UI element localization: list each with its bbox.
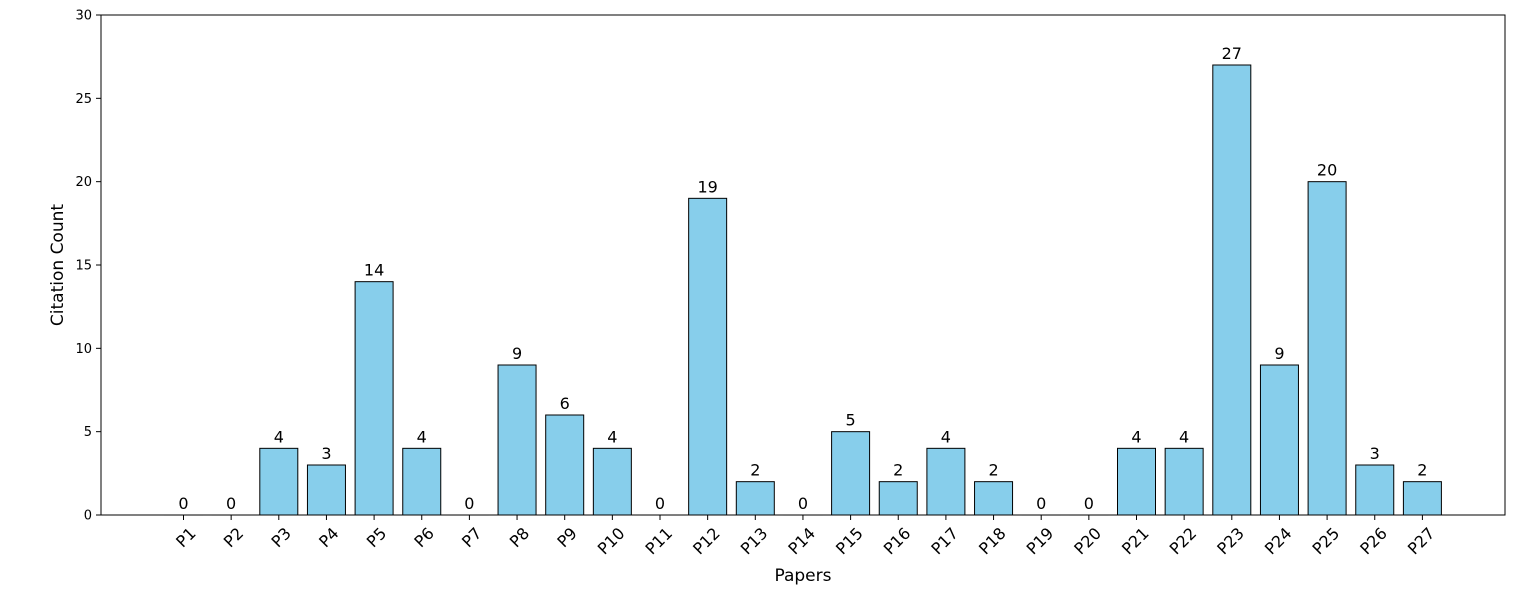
- bar-value-label: 19: [697, 177, 717, 196]
- y-tick-label: 0: [84, 509, 92, 524]
- bar-value-label: 4: [274, 427, 284, 446]
- bar-p3: [259, 447, 299, 516]
- y-tick-label: 20: [75, 175, 92, 190]
- x-tick-label: P15: [832, 524, 867, 559]
- bar-p23: [1212, 64, 1252, 516]
- x-tick-label: P5: [363, 524, 390, 551]
- x-tick-label: P21: [1118, 524, 1153, 559]
- bar-p9: [545, 414, 585, 516]
- bar-value-label: 0: [1036, 494, 1046, 513]
- bar-value-label: 14: [364, 261, 384, 280]
- bar-value-label: 0: [655, 494, 665, 513]
- y-tick-label: 5: [84, 425, 92, 440]
- bar-value-label: 0: [178, 494, 188, 513]
- x-tick-label: P7: [458, 524, 485, 551]
- bar-p4: [306, 464, 346, 516]
- x-tick-label: P20: [1070, 524, 1105, 559]
- bar-p10: [592, 447, 632, 516]
- x-tick-label: P17: [927, 524, 962, 559]
- bar-p22: [1164, 447, 1204, 516]
- plot-frame: [100, 14, 1506, 516]
- bars-group: [164, 64, 1442, 516]
- bar-value-label: 20: [1317, 161, 1337, 180]
- y-tick-label: 30: [75, 9, 92, 24]
- bar-value-label: 3: [1370, 444, 1380, 463]
- y-tick-label: 15: [75, 259, 92, 274]
- bar-p5: [354, 281, 394, 516]
- x-tick-label: P11: [641, 524, 676, 559]
- bar-value-label: 0: [464, 494, 474, 513]
- bar-value-label: 4: [607, 427, 617, 446]
- bar-p18: [974, 481, 1014, 516]
- bar-p27: [1402, 481, 1442, 516]
- bar-p8: [497, 364, 537, 516]
- y-tick-label: 10: [75, 342, 92, 357]
- bar-value-label: 0: [798, 494, 808, 513]
- x-tick-label: P10: [594, 524, 629, 559]
- bar-p15: [831, 431, 871, 516]
- bar-value-label: 4: [941, 427, 951, 446]
- bar-p25: [1307, 181, 1347, 516]
- x-tick-label: P24: [1261, 524, 1296, 559]
- bar-value-label: 4: [1131, 427, 1141, 446]
- bar-value-label: 27: [1222, 44, 1242, 63]
- x-tick-label: P23: [1213, 524, 1248, 559]
- bar-value-label: 0: [1084, 494, 1094, 513]
- bar-value-label: 4: [417, 427, 427, 446]
- x-tick-label: P9: [553, 524, 580, 551]
- bar-p24: [1259, 364, 1299, 516]
- bar-value-label: 6: [560, 394, 570, 413]
- x-tick-label: P14: [784, 524, 819, 559]
- bar-value-label: 2: [750, 461, 760, 480]
- bar-value-label: 2: [893, 461, 903, 480]
- bar-p17: [926, 447, 966, 516]
- y-tick-label: 25: [75, 92, 92, 107]
- bar-value-label: 2: [988, 461, 998, 480]
- bar-value-label: 3: [321, 444, 331, 463]
- x-tick-label: P1: [172, 524, 199, 551]
- x-tick-label: P26: [1356, 524, 1391, 559]
- x-tick-label: P13: [737, 524, 772, 559]
- x-tick-label: P27: [1404, 524, 1439, 559]
- x-tick-label: P25: [1309, 524, 1344, 559]
- y-axis-label: Citation Count: [48, 204, 68, 326]
- bar-p16: [878, 481, 918, 516]
- y-axis-ticks: 0 5 10 15 20 25 30: [75, 9, 101, 524]
- bar-value-label: 0: [226, 494, 236, 513]
- bar-p13: [735, 481, 775, 516]
- x-tick-label: P6: [410, 524, 437, 551]
- x-tick-label: P22: [1166, 524, 1201, 559]
- bar-value-label: 5: [846, 411, 856, 430]
- x-axis-label: Papers: [774, 566, 831, 586]
- x-tick-label: P3: [267, 524, 294, 551]
- bar-value-label: 4: [1179, 427, 1189, 446]
- x-tick-label: P12: [689, 524, 724, 559]
- x-tick-label: P16: [880, 524, 915, 559]
- x-tick-label: P2: [220, 524, 247, 551]
- x-axis-ticks: P1 P2 P3 P4 P5 P6 P7 P8 P9 P10 P11 P12 P13 P14 P15 P16 P…: [172, 515, 1439, 559]
- bar-value-label: 9: [1274, 344, 1284, 363]
- x-tick-label: P19: [1023, 524, 1058, 559]
- bar-value-label: 9: [512, 344, 522, 363]
- x-tick-label: P8: [506, 524, 533, 551]
- bar-p6: [402, 447, 442, 516]
- bar-p21: [1117, 447, 1156, 516]
- x-tick-label: P18: [975, 524, 1010, 559]
- bar-p26: [1355, 464, 1395, 516]
- bar-value-label: 2: [1417, 461, 1427, 480]
- bar-p12: [688, 197, 728, 516]
- x-tick-label: P4: [315, 524, 342, 551]
